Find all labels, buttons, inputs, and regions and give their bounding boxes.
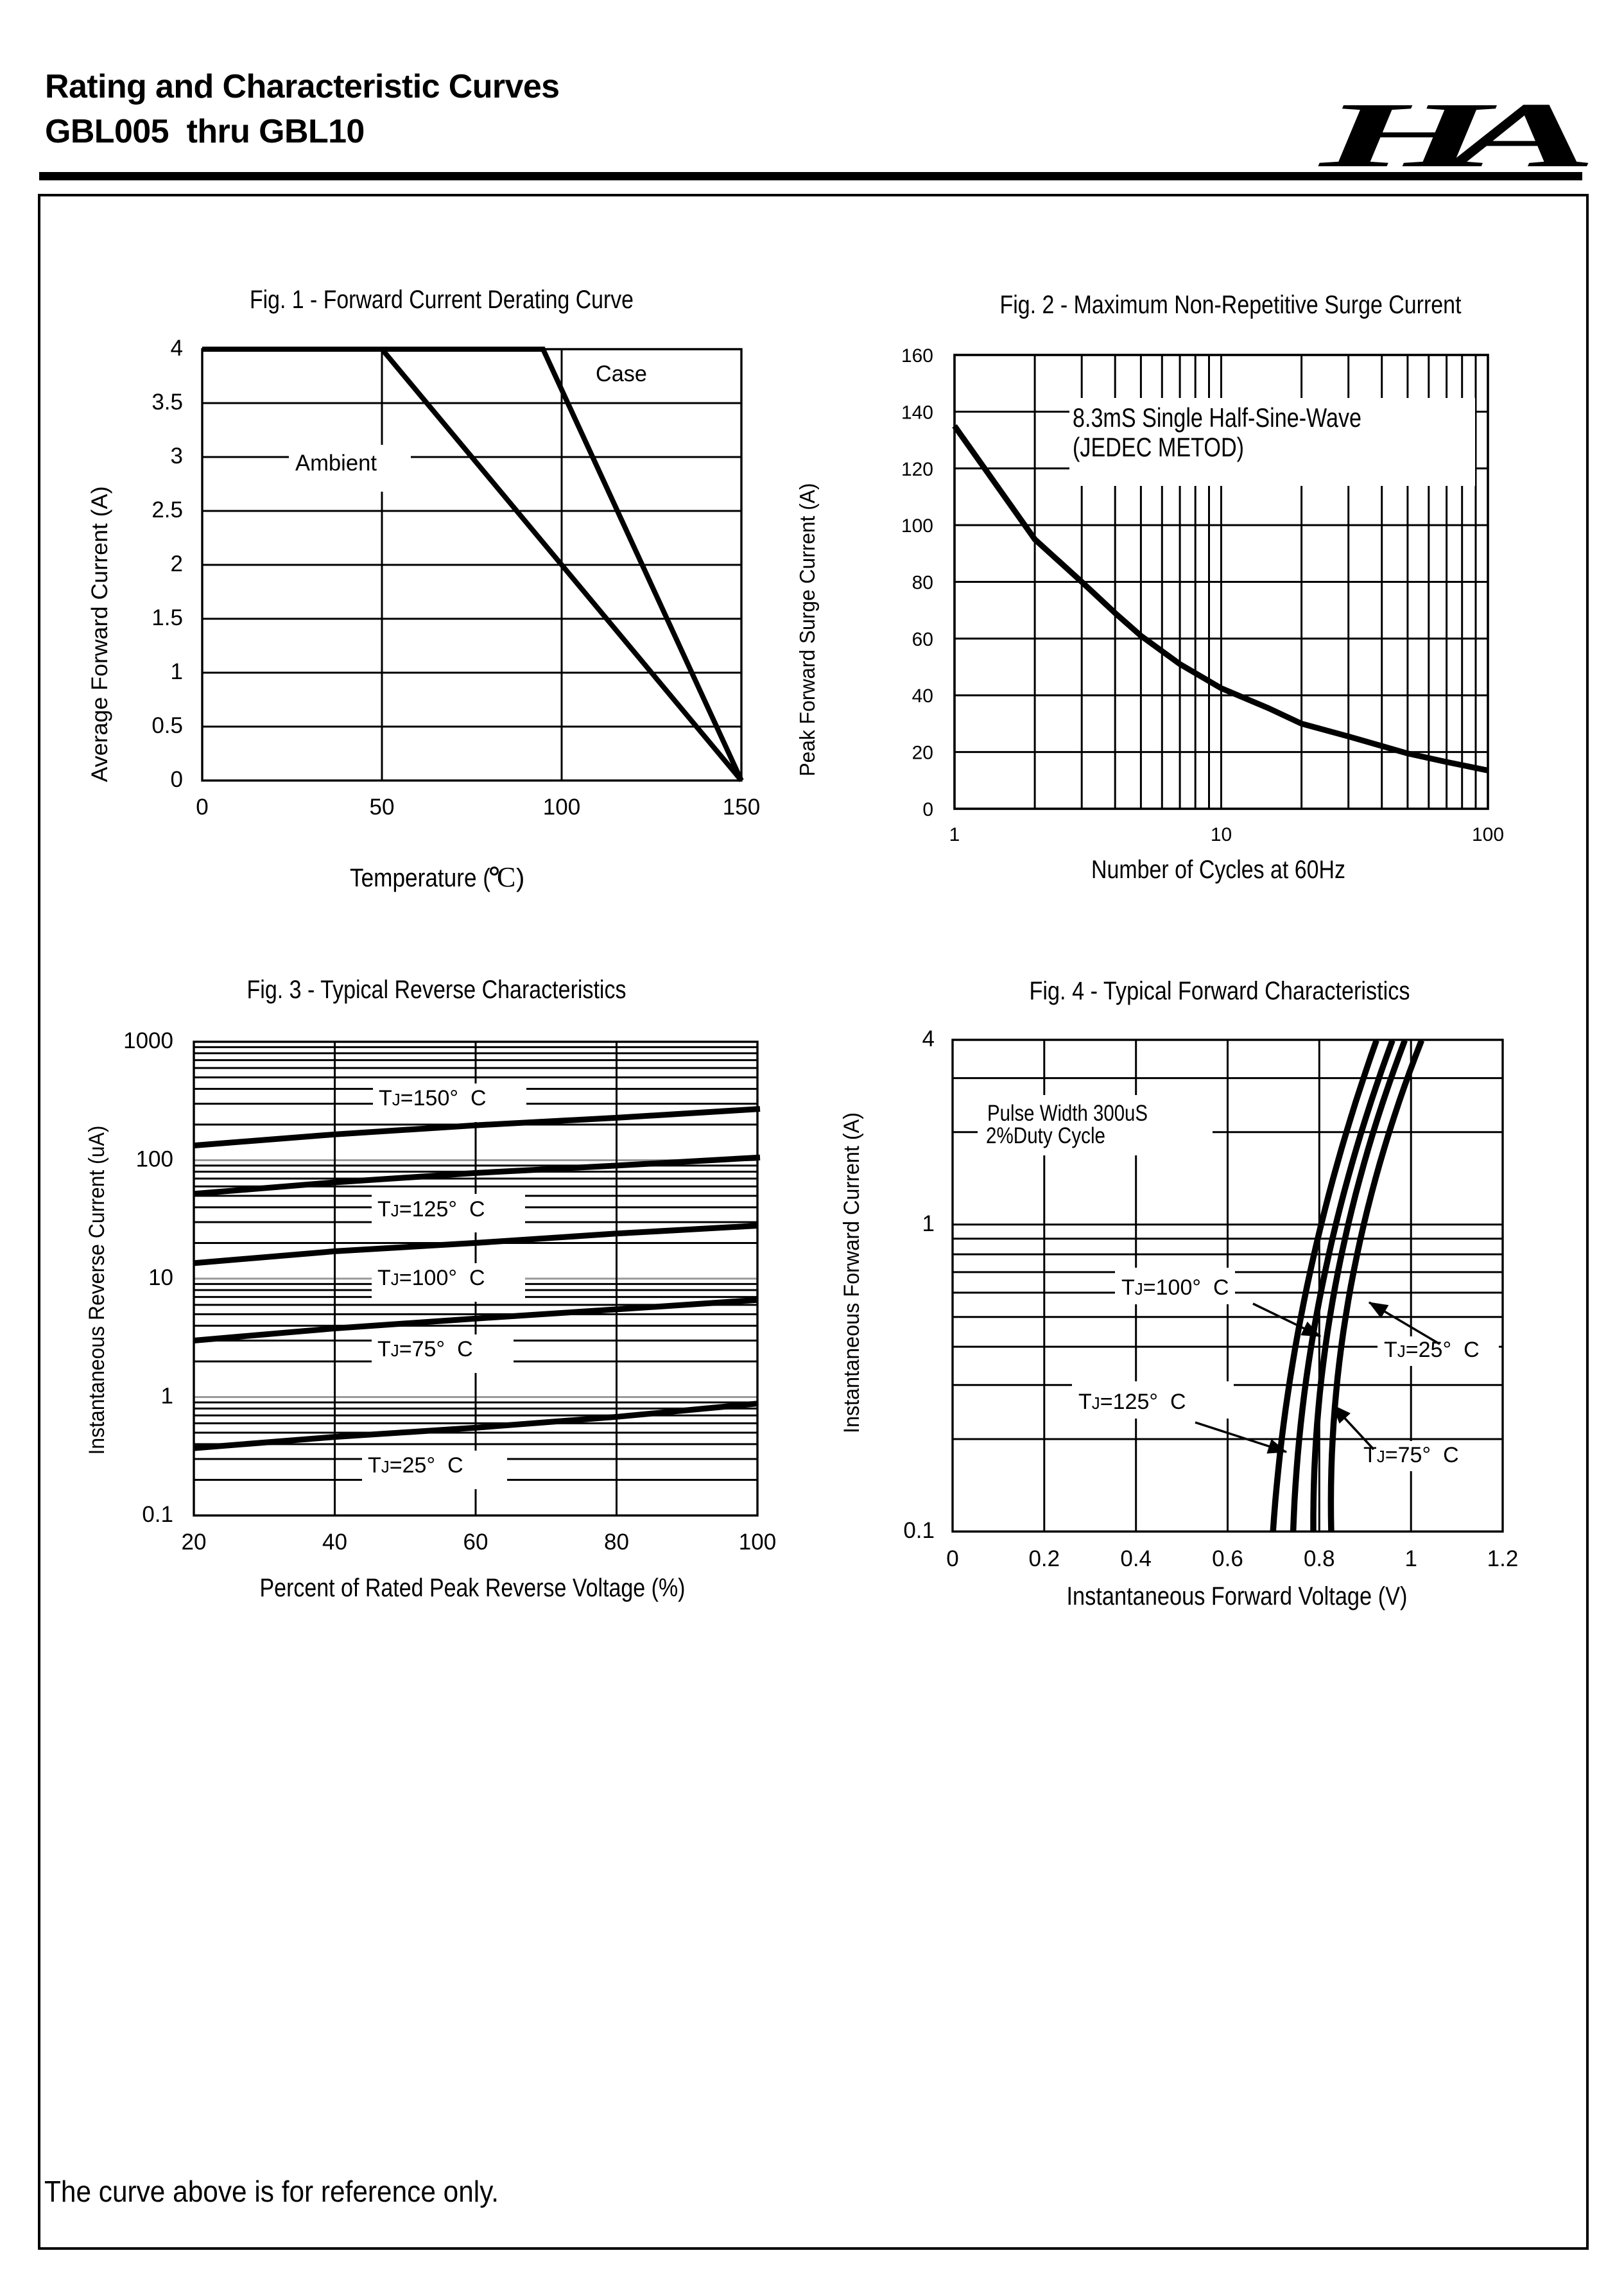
svg-text:0.2: 0.2 <box>1028 1546 1060 1571</box>
svg-text:Pulse Width 300uS: Pulse Width 300uS <box>987 1101 1148 1126</box>
svg-text:TJ=125°C: TJ=125° C <box>377 1197 485 1221</box>
svg-text:): ) <box>516 864 524 892</box>
svg-text:40: 40 <box>322 1530 347 1555</box>
svg-text:TJ=25°C: TJ=25° C <box>1384 1338 1480 1362</box>
svg-text:2: 2 <box>171 551 183 576</box>
svg-text:3: 3 <box>171 444 183 469</box>
svg-text:10: 10 <box>148 1265 173 1290</box>
svg-text:0.1: 0.1 <box>903 1518 935 1543</box>
svg-text:1: 1 <box>1404 1546 1417 1571</box>
svg-text:Fig. 4 - Typical Forward Chara: Fig. 4 - Typical Forward Characteristics <box>1030 977 1410 1005</box>
svg-text:60: 60 <box>463 1530 488 1555</box>
svg-text:1: 1 <box>922 1211 935 1236</box>
svg-text:0: 0 <box>922 799 933 820</box>
svg-text:80: 80 <box>604 1530 629 1555</box>
svg-text:0: 0 <box>196 795 208 820</box>
svg-text:Temperature (: Temperature ( <box>350 864 491 892</box>
svg-text:80: 80 <box>912 573 933 594</box>
svg-text:120: 120 <box>901 459 933 480</box>
svg-text:1: 1 <box>161 1384 173 1409</box>
svg-text:Instantaneous Reverse Current: Instantaneous Reverse Current (uA) <box>85 1126 109 1455</box>
svg-text:4: 4 <box>171 336 183 361</box>
svg-text:140: 140 <box>901 402 933 423</box>
svg-text:3.5: 3.5 <box>151 390 183 415</box>
svg-text:0.5: 0.5 <box>151 713 183 738</box>
svg-text:Peak Forward Surge Current (A): Peak Forward Surge Current (A) <box>795 483 819 777</box>
svg-text:0.8: 0.8 <box>1304 1546 1335 1571</box>
svg-text:TJ=100°C: TJ=100° C <box>1121 1275 1229 1300</box>
svg-text:Number of Cycles at 60Hz: Number of Cycles at 60Hz <box>1091 856 1345 884</box>
svg-text:4: 4 <box>922 1026 935 1051</box>
svg-text:Rating and Characteristic Curv: Rating and Characteristic Curves <box>45 68 560 105</box>
svg-text:20: 20 <box>182 1530 207 1555</box>
svg-text:100: 100 <box>739 1530 776 1555</box>
svg-text:60: 60 <box>912 629 933 650</box>
svg-text:8.3mS Single Half-Sine-Wave: 8.3mS Single Half-Sine-Wave <box>1073 402 1361 433</box>
svg-text:TJ=125°C: TJ=125° C <box>1078 1390 1186 1414</box>
svg-text:1: 1 <box>949 824 960 845</box>
svg-text:Fig. 3 - Typical Reverse Chara: Fig. 3 - Typical Reverse Characteristics <box>247 976 626 1004</box>
svg-text:(JEDEC METOD): (JEDEC METOD) <box>1073 432 1244 462</box>
svg-text:100: 100 <box>136 1147 173 1172</box>
svg-text:TJ=100°C: TJ=100° C <box>377 1266 485 1290</box>
svg-text:2%Duty Cycle: 2%Duty Cycle <box>986 1123 1105 1148</box>
svg-text:The curve above is for referen: The curve above is for reference only. <box>44 2175 499 2208</box>
svg-text:50: 50 <box>370 795 395 820</box>
svg-text:150: 150 <box>723 795 760 820</box>
svg-text:2.5: 2.5 <box>151 497 183 522</box>
svg-text:Ambient: Ambient <box>295 451 377 476</box>
svg-text:1000: 1000 <box>123 1028 173 1053</box>
svg-text:0.1: 0.1 <box>142 1502 173 1527</box>
svg-text:Instantaneous Forward Current: Instantaneous Forward Current (A) <box>840 1112 864 1433</box>
svg-text:160: 160 <box>901 345 933 367</box>
svg-text:Percent of Rated Peak Reverse: Percent of Rated Peak Reverse Voltage (%… <box>260 1574 686 1602</box>
svg-text:0: 0 <box>171 767 183 792</box>
svg-text:Fig. 1 - Forward Current Derat: Fig. 1 - Forward Current Derating Curve <box>250 286 634 314</box>
svg-text:20: 20 <box>912 743 933 764</box>
svg-text:TJ=75°C: TJ=75° C <box>1363 1443 1459 1467</box>
svg-text:40: 40 <box>912 686 933 707</box>
svg-text:100: 100 <box>543 795 580 820</box>
svg-text:0.4: 0.4 <box>1120 1546 1152 1571</box>
svg-text:100: 100 <box>901 515 933 537</box>
svg-text:Instantaneous Forward Voltage: Instantaneous Forward Voltage (V) <box>1067 1582 1408 1610</box>
svg-text:0.6: 0.6 <box>1212 1546 1243 1571</box>
svg-text:HA: HA <box>1317 83 1592 187</box>
svg-text:Fig. 2 - Maximum Non-Repetitiv: Fig. 2 - Maximum Non-Repetitive Surge Cu… <box>1000 291 1462 319</box>
svg-text:Average Forward Current (A): Average Forward Current (A) <box>87 487 112 782</box>
svg-text:1.2: 1.2 <box>1487 1546 1519 1571</box>
svg-text:Case: Case <box>596 361 647 386</box>
svg-text:0: 0 <box>946 1546 958 1571</box>
svg-text:C: C <box>497 861 515 893</box>
svg-text:TJ=150°C: TJ=150° C <box>379 1086 487 1110</box>
svg-text:TJ=75°C: TJ=75° C <box>377 1337 473 1361</box>
svg-text:1: 1 <box>171 659 183 684</box>
svg-text:100: 100 <box>1472 824 1504 845</box>
svg-text:10: 10 <box>1211 824 1232 845</box>
svg-text:GBL005 thru GBL10: GBL005 thru GBL10 <box>45 113 365 150</box>
svg-text:TJ=25°C: TJ=25° C <box>368 1453 463 1478</box>
svg-text:1.5: 1.5 <box>151 605 183 630</box>
